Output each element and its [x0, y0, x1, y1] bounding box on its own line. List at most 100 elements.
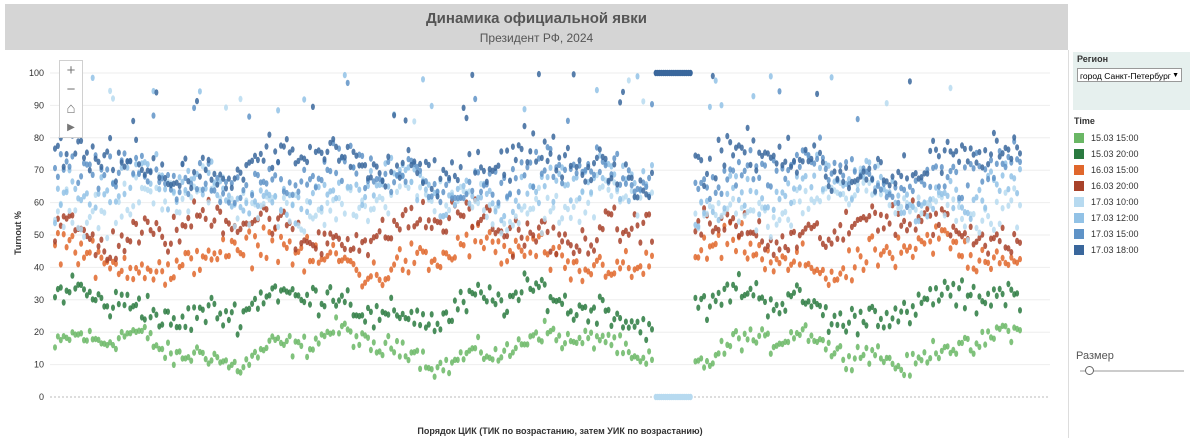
data-point: [134, 220, 139, 228]
legend-item[interactable]: 15.03 15:00: [1074, 130, 1139, 146]
home-icon[interactable]: ⌂: [66, 100, 76, 117]
data-point: [171, 213, 176, 220]
data-point: [896, 192, 901, 199]
x-axis-label: Порядок ЦИК (ТИК по возрастанию, затем У…: [417, 426, 703, 436]
legend-item[interactable]: 17.03 15:00: [1074, 226, 1139, 242]
data-point: [797, 286, 802, 294]
data-point: [423, 248, 428, 256]
data-point: [435, 193, 440, 200]
data-point: [461, 242, 466, 249]
data-point: [87, 161, 92, 168]
data-point: [844, 365, 849, 373]
data-point: [612, 171, 617, 178]
data-point: [583, 209, 588, 216]
data-point: [177, 209, 182, 216]
data-point: [310, 215, 315, 222]
play-icon[interactable]: ▶: [67, 122, 75, 133]
data-point: [797, 331, 802, 339]
data-point: [763, 162, 767, 169]
data-point: [284, 244, 289, 252]
data-point: [991, 129, 996, 137]
data-point: [977, 343, 982, 351]
data-point: [342, 254, 347, 261]
legend-swatch: [1074, 197, 1084, 207]
data-point: [1000, 205, 1005, 212]
data-point: [108, 313, 113, 320]
y-tick-label: 60: [34, 198, 44, 208]
data-point: [983, 242, 988, 249]
data-point: [809, 184, 814, 191]
data-point: [838, 162, 843, 169]
data-point: [548, 248, 553, 255]
size-slider-thumb[interactable]: [1085, 366, 1095, 375]
zoom-out-button[interactable]: −: [66, 81, 76, 98]
data-point: [452, 172, 457, 180]
data-point: [742, 212, 747, 219]
data-point: [209, 187, 214, 194]
data-point: [693, 179, 698, 186]
region-select[interactable]: город Санкт-Петербург ▼: [1077, 68, 1182, 82]
data-point: [716, 289, 721, 297]
data-point: [1006, 146, 1011, 153]
data-point: [192, 104, 197, 112]
data-point: [989, 220, 993, 227]
data-point: [406, 224, 411, 231]
data-point: [423, 224, 428, 231]
data-point: [284, 189, 289, 197]
data-point: [522, 172, 527, 179]
data-point: [226, 175, 231, 182]
data-point: [366, 217, 370, 225]
data-point: [189, 326, 194, 333]
data-point: [334, 302, 339, 309]
data-point: [606, 177, 611, 185]
data-point: [235, 166, 240, 173]
data-point: [499, 260, 504, 267]
data-point: [229, 180, 234, 187]
data-point: [189, 357, 194, 364]
data-point: [122, 163, 127, 170]
data-point: [951, 204, 956, 212]
data-point: [476, 148, 481, 156]
data-point: [928, 183, 933, 191]
data-point: [354, 333, 359, 340]
data-point: [360, 152, 365, 160]
size-slider[interactable]: [1080, 366, 1184, 375]
data-point: [942, 189, 947, 196]
data-point: [351, 312, 356, 319]
data-point: [276, 334, 281, 342]
data-point: [476, 219, 481, 227]
data-point: [919, 299, 924, 307]
data-point: [731, 215, 736, 222]
data-point: [942, 183, 947, 190]
data-point: [905, 351, 909, 359]
data-point: [102, 209, 107, 216]
data-point: [884, 193, 889, 201]
data-point: [803, 172, 808, 180]
legend-item[interactable]: 17.03 18:00: [1074, 242, 1139, 258]
data-point: [760, 256, 765, 263]
legend-item[interactable]: 16.03 20:00: [1074, 178, 1139, 194]
legend-item[interactable]: 17.03 10:00: [1074, 194, 1139, 210]
data-point: [484, 190, 489, 198]
data-point: [589, 189, 594, 196]
data-point: [983, 147, 988, 154]
data-point: [728, 201, 733, 208]
data-point: [884, 100, 889, 107]
data-point: [957, 158, 962, 165]
data-point: [716, 136, 721, 143]
legend-item[interactable]: 17.03 12:00: [1074, 210, 1139, 226]
data-point: [174, 348, 179, 356]
data-point: [600, 225, 605, 233]
data-point: [615, 226, 620, 233]
legend-item[interactable]: 16.03 15:00: [1074, 162, 1139, 178]
data-point: [867, 159, 872, 166]
data-point: [386, 275, 391, 282]
zoom-in-button[interactable]: +: [66, 62, 76, 79]
data-point: [450, 359, 454, 366]
data-point: [131, 117, 136, 125]
data-point: [221, 175, 226, 182]
data-point: [644, 249, 649, 256]
legend-item[interactable]: 15.03 20:00: [1074, 146, 1139, 162]
data-point: [276, 258, 281, 266]
data-point: [731, 195, 736, 203]
